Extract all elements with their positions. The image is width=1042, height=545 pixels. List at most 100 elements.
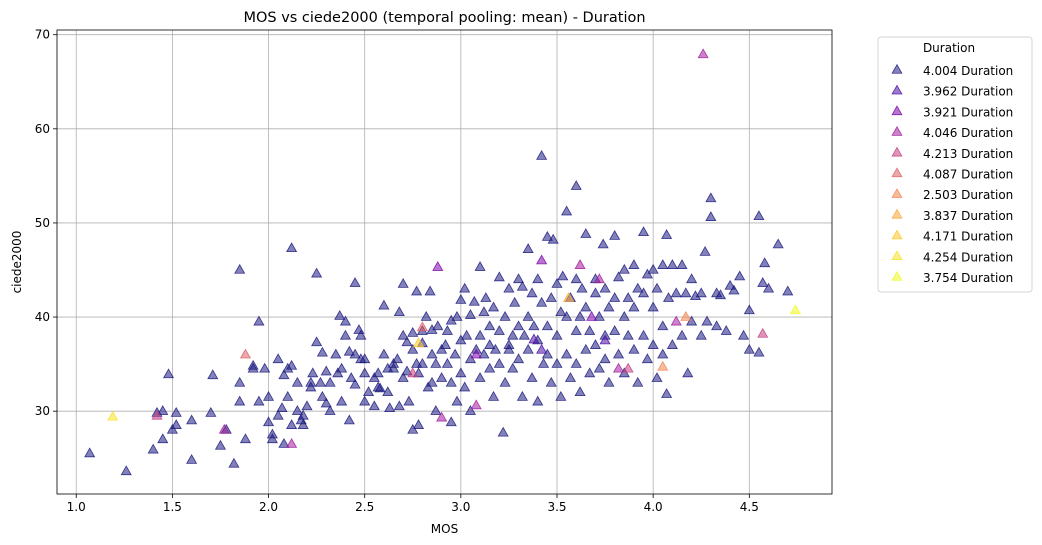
data-point <box>657 259 669 269</box>
data-point <box>599 282 611 293</box>
data-point <box>324 405 336 415</box>
data-point <box>676 259 688 269</box>
data-point <box>772 238 784 249</box>
data-point <box>574 310 586 321</box>
data-point <box>695 329 707 340</box>
data-point <box>170 419 182 429</box>
data-point <box>384 402 396 413</box>
data-point <box>487 390 500 401</box>
data-point <box>278 438 290 448</box>
data-point <box>651 372 663 382</box>
x-tick-label: 1.0 <box>67 500 86 514</box>
data-point <box>593 310 605 321</box>
data-point <box>564 372 577 382</box>
data-point <box>484 362 496 373</box>
data-point <box>609 292 621 302</box>
data-point <box>297 419 309 429</box>
data-point <box>695 287 707 298</box>
data-point <box>339 315 352 326</box>
data-point <box>459 282 471 293</box>
data-point <box>576 282 588 293</box>
data-point <box>728 284 740 295</box>
data-point <box>753 210 765 221</box>
data-point <box>407 367 419 378</box>
data-point <box>451 395 463 406</box>
data-point <box>541 320 553 331</box>
data-point <box>439 339 452 349</box>
data-point <box>666 339 678 349</box>
data-point <box>470 399 482 410</box>
data-point <box>618 310 630 321</box>
data-point <box>584 367 596 378</box>
data-point <box>528 320 540 331</box>
data-point <box>782 285 794 296</box>
data-point <box>349 348 361 359</box>
data-point <box>661 388 673 398</box>
data-point <box>603 301 615 312</box>
data-point <box>580 228 592 238</box>
data-point <box>239 433 252 444</box>
data-point <box>422 381 434 392</box>
legend-title: Duration <box>923 41 975 55</box>
data-point <box>186 414 198 425</box>
data-point <box>382 386 394 397</box>
data-point <box>362 386 375 397</box>
data-point <box>286 438 298 448</box>
data-point <box>647 339 659 349</box>
legend-entry-label: 3.837 Duration <box>923 209 1013 223</box>
data-point <box>214 439 227 450</box>
data-point <box>545 292 557 302</box>
data-point <box>157 405 169 415</box>
data-point <box>493 358 505 368</box>
data-point <box>507 362 519 373</box>
data-point <box>609 230 621 240</box>
data-point <box>474 261 486 271</box>
data-point <box>670 287 682 298</box>
data-point <box>499 310 511 321</box>
data-point <box>430 405 442 415</box>
data-point <box>599 353 611 364</box>
data-point <box>436 372 448 382</box>
x-tick-label: 1.5 <box>163 500 182 514</box>
data-point <box>586 310 598 321</box>
data-point <box>445 416 457 427</box>
y-tick-label: 50 <box>35 216 50 230</box>
data-point <box>522 310 534 321</box>
data-point <box>637 287 650 298</box>
data-point <box>609 325 621 335</box>
data-point <box>628 301 640 312</box>
data-point <box>355 329 367 340</box>
y-tick-label: 60 <box>35 122 50 136</box>
data-point <box>536 254 548 265</box>
legend-entry-label: 4.046 Duration <box>923 126 1013 140</box>
data-point <box>612 348 625 359</box>
data-point <box>334 310 346 320</box>
data-point <box>484 320 496 331</box>
data-point <box>162 368 175 379</box>
data-point <box>637 329 650 340</box>
data-point <box>278 369 290 380</box>
data-point <box>272 353 284 364</box>
data-point <box>391 353 403 364</box>
data-point <box>484 339 496 349</box>
data-point <box>316 346 328 357</box>
data-point <box>480 292 492 302</box>
data-point <box>720 325 732 335</box>
data-point <box>676 329 688 340</box>
legend-entry-label: 3.921 Duration <box>923 105 1013 119</box>
data-point <box>599 334 611 345</box>
data-point <box>666 259 678 269</box>
legend-entry-label: 4.213 Duration <box>923 147 1013 161</box>
data-point <box>412 419 425 429</box>
legend-marker <box>891 229 903 240</box>
data-point <box>449 348 461 359</box>
data-point <box>711 320 723 331</box>
data-point <box>682 367 694 378</box>
data-point <box>570 325 582 335</box>
data-point <box>470 348 482 359</box>
data-point <box>262 416 275 427</box>
data-point <box>120 465 132 476</box>
data-point <box>234 395 246 406</box>
data-point <box>239 348 252 359</box>
